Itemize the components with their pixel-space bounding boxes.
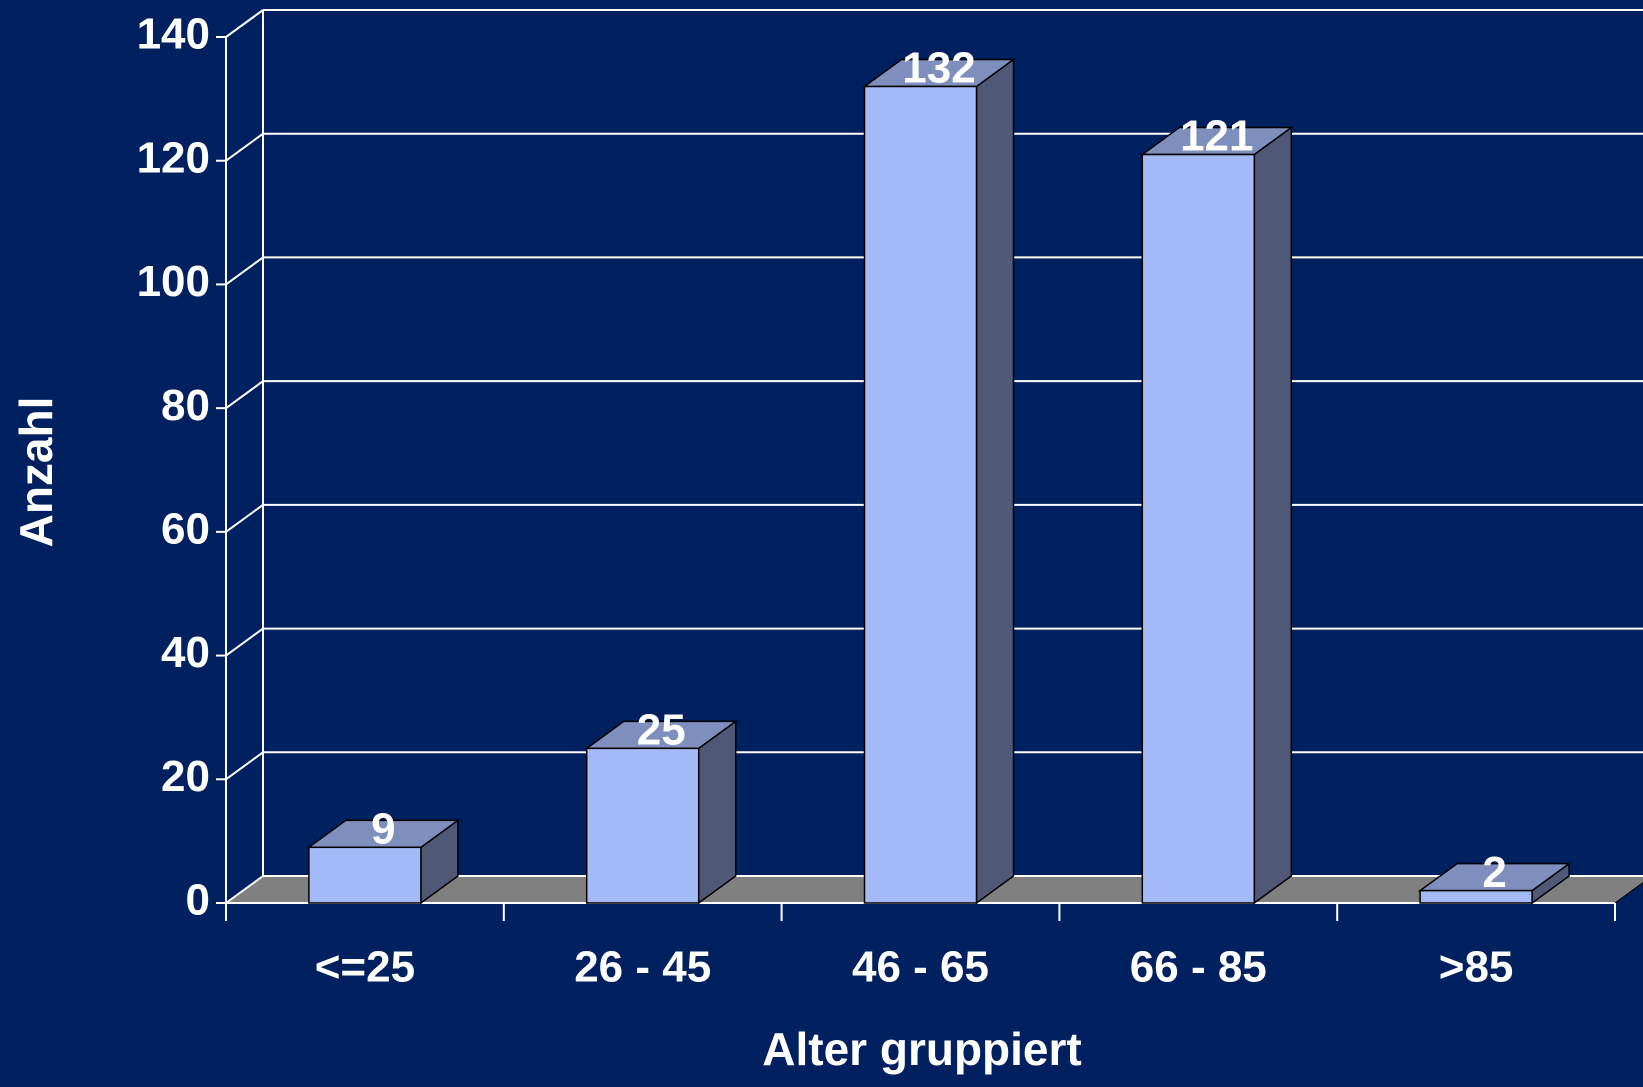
grid-diagonal <box>225 132 264 162</box>
grid-diagonal <box>225 751 264 781</box>
data-label: 25 <box>637 705 686 754</box>
grid-diagonal <box>225 504 264 533</box>
y-tick-label: 20 <box>161 752 210 801</box>
grid-diagonal <box>225 875 264 904</box>
y-tick-label: 140 <box>137 10 210 59</box>
y-tick-label: 60 <box>161 504 210 553</box>
x-tick-label: 46 - 65 <box>852 943 989 992</box>
x-tick-label: >85 <box>1439 943 1514 992</box>
data-label: 2 <box>1482 848 1506 897</box>
grid-diagonal <box>225 380 264 409</box>
x-tick-label: 66 - 85 <box>1130 943 1267 992</box>
bar-front <box>585 747 700 904</box>
data-label: 132 <box>902 44 975 93</box>
data-label: 9 <box>371 804 395 853</box>
bar-front <box>1419 889 1533 904</box>
bar-front <box>863 85 978 904</box>
x-tick-label: <=25 <box>315 943 415 992</box>
y-axis-title: Anzahl <box>10 397 62 548</box>
plot: 0 20 40 60 80 100 120 140 <=25 9 26 - 45 25 46 - 65 1… <box>137 9 1643 992</box>
y-tick-label: 120 <box>137 133 210 182</box>
bar <box>584 719 739 905</box>
bar <box>306 818 461 905</box>
bar-side <box>1253 126 1293 905</box>
bar <box>1417 862 1572 905</box>
data-label: 121 <box>1180 112 1253 161</box>
x-tick-label: 26 - 45 <box>574 943 711 992</box>
bar-front <box>1141 153 1256 904</box>
y-tick-label: 80 <box>161 381 210 430</box>
bar-side <box>697 719 737 905</box>
bar <box>1139 126 1294 905</box>
grid-diagonal <box>225 256 264 286</box>
bar <box>862 58 1016 905</box>
y-tick-label: 100 <box>137 257 210 306</box>
bar-side <box>975 58 1015 905</box>
grid-diagonal <box>225 9 264 38</box>
y-tick-label: 0 <box>186 876 210 925</box>
grid-diagonal <box>225 627 264 657</box>
y-tick-label: 40 <box>161 628 210 677</box>
x-axis-title: Alter gruppiert <box>762 1023 1081 1075</box>
bar-front <box>308 846 422 904</box>
